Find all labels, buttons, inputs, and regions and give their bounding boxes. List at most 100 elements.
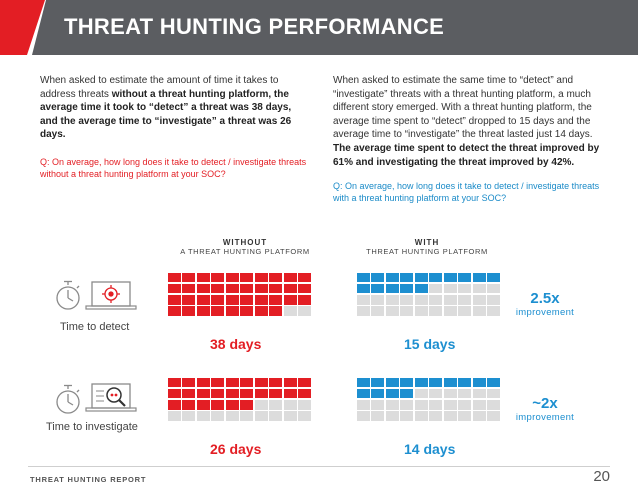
day-cell-filled [269, 284, 283, 294]
day-cell-empty [400, 295, 414, 305]
investigate-with-days: 14 days [404, 441, 456, 457]
day-cell-filled [283, 284, 297, 294]
stopwatch-icon [56, 280, 80, 310]
day-cell-empty [283, 411, 297, 421]
with-header-sub: THREAT HUNTING PLATFORM [366, 247, 488, 256]
detect-without-grid [168, 273, 312, 316]
day-cell-filled [254, 378, 268, 388]
day-cell-empty [385, 411, 399, 421]
day-cell-filled [458, 378, 472, 388]
footer-divider [28, 466, 610, 467]
without-header: WITHOUT A THREAT HUNTING PLATFORM [160, 238, 330, 256]
day-cell-filled [283, 389, 297, 399]
page-title: THREAT HUNTING PERFORMANCE [64, 14, 445, 39]
day-cell-empty [283, 306, 297, 316]
day-cell-empty [472, 389, 486, 399]
day-cell-empty [429, 400, 443, 410]
day-cell-filled [196, 306, 210, 316]
day-cell-empty [371, 295, 385, 305]
day-cell-filled [182, 400, 196, 410]
title-banner: THREAT HUNTING PERFORMANCE [0, 0, 638, 55]
day-cell-filled [371, 389, 385, 399]
detect-improvement-value: 2.5x [530, 290, 560, 307]
day-cell-empty [357, 411, 370, 421]
day-cell-filled [385, 284, 399, 294]
day-cell-filled [225, 389, 239, 399]
day-cell-empty [414, 400, 428, 410]
day-cell-empty [283, 400, 297, 410]
investigate-without-grid [168, 378, 312, 421]
day-cell-empty [443, 284, 457, 294]
day-cell-filled [283, 378, 297, 388]
day-cell-filled [168, 295, 181, 305]
detect-icons [52, 272, 152, 322]
day-cell-empty [385, 306, 399, 316]
day-cell-empty [414, 411, 428, 421]
left-intro-bold: without a threat hunting platform, the a… [40, 88, 292, 141]
day-cell-empty [472, 400, 486, 410]
detect-improvement-label: improvement [515, 307, 575, 318]
day-cell-empty [472, 284, 486, 294]
day-cell-empty [458, 306, 472, 316]
day-cell-empty [298, 411, 312, 421]
day-cell-filled [414, 378, 428, 388]
day-cell-filled [487, 378, 501, 388]
day-cell-empty [458, 400, 472, 410]
day-cell-empty [254, 400, 268, 410]
left-text-column: When asked to estimate the amount of tim… [40, 74, 308, 180]
day-cell-filled [400, 389, 414, 399]
day-cell-filled [371, 273, 385, 283]
day-cell-filled [196, 295, 210, 305]
day-cell-empty [487, 284, 501, 294]
investigate-improvement-value: ~2x [532, 395, 558, 412]
day-cell-empty [357, 295, 370, 305]
stopwatch-icon [56, 384, 80, 414]
day-cell-empty [371, 411, 385, 421]
day-cell-empty [196, 411, 210, 421]
day-cell-empty [385, 400, 399, 410]
day-cell-filled [240, 273, 254, 283]
day-cell-empty [357, 400, 370, 410]
day-cell-empty [472, 295, 486, 305]
day-cell-filled [168, 273, 181, 283]
day-cell-empty [254, 411, 268, 421]
day-cell-filled [414, 284, 428, 294]
day-cell-filled [225, 400, 239, 410]
day-cell-empty [414, 389, 428, 399]
day-cell-filled [196, 400, 210, 410]
day-cell-empty [240, 411, 254, 421]
day-cell-filled [196, 284, 210, 294]
day-cell-filled [225, 378, 239, 388]
day-cell-filled [357, 284, 370, 294]
day-cell-filled [487, 273, 501, 283]
left-intro-plain: When asked to estimate the amount of tim… [40, 75, 279, 100]
day-cell-empty [458, 411, 472, 421]
day-cell-filled [385, 389, 399, 399]
day-cell-filled [429, 273, 443, 283]
day-cell-filled [371, 284, 385, 294]
laptop-target-icon [85, 281, 137, 310]
day-cell-filled [254, 273, 268, 283]
day-cell-empty [429, 295, 443, 305]
day-cell-filled [357, 273, 370, 283]
day-cell-filled [298, 378, 312, 388]
day-cell-filled [168, 284, 181, 294]
day-cell-filled [211, 273, 225, 283]
day-cell-filled [400, 378, 414, 388]
investigate-with-grid [357, 378, 501, 421]
day-cell-filled [357, 389, 370, 399]
day-cell-empty [400, 400, 414, 410]
day-cell-filled [298, 284, 312, 294]
day-cell-empty [168, 411, 181, 421]
left-intro: When asked to estimate the amount of tim… [40, 74, 308, 142]
day-cell-filled [269, 306, 283, 316]
day-cell-empty [429, 411, 443, 421]
day-cell-filled [283, 273, 297, 283]
day-cell-filled [240, 295, 254, 305]
day-cell-filled [211, 389, 225, 399]
day-cell-filled [254, 295, 268, 305]
day-cell-filled [443, 273, 457, 283]
day-cell-filled [196, 389, 210, 399]
day-cell-filled [298, 389, 312, 399]
day-cell-filled [269, 389, 283, 399]
